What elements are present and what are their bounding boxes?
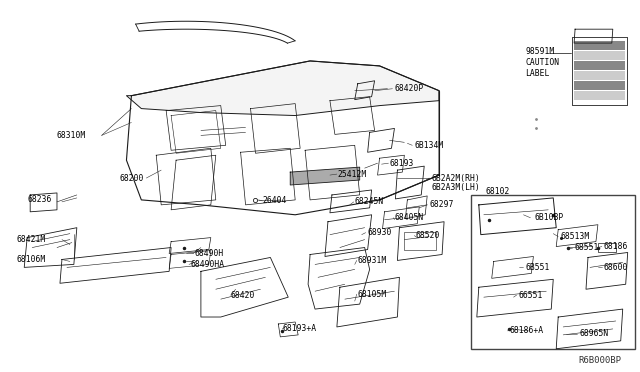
Text: CAUTION: CAUTION [525, 58, 559, 67]
Text: 26404: 26404 [262, 196, 287, 205]
Bar [574, 61, 625, 70]
Text: 6B2A2M(RH): 6B2A2M(RH) [431, 174, 480, 183]
Bar [574, 71, 625, 80]
Text: 68105M: 68105M [358, 290, 387, 299]
Text: 68193+A: 68193+A [282, 324, 316, 333]
Polygon shape [127, 61, 439, 116]
Text: 68297: 68297 [429, 201, 454, 209]
Text: 98591M: 98591M [525, 46, 555, 55]
Text: LABEL: LABEL [525, 69, 550, 78]
Text: 68490H: 68490H [195, 249, 224, 258]
Text: 6B10BP: 6B10BP [534, 213, 564, 222]
Text: 68931M: 68931M [358, 256, 387, 265]
Text: 66551: 66551 [518, 291, 543, 300]
Text: 68186: 68186 [604, 242, 628, 251]
Text: 68193: 68193 [390, 159, 414, 168]
Text: 68106M: 68106M [16, 255, 45, 264]
Text: 68420P: 68420P [394, 84, 424, 93]
Text: 68236: 68236 [28, 195, 52, 204]
Bar [574, 81, 625, 90]
Text: 68405N: 68405N [394, 213, 424, 222]
Text: 6B2A3M(LH): 6B2A3M(LH) [431, 183, 480, 192]
Text: 68421M: 68421M [16, 235, 45, 244]
Bar [574, 51, 625, 60]
Text: 68490HA: 68490HA [191, 260, 225, 269]
Text: 6B134M: 6B134M [414, 141, 444, 150]
Text: 6B551: 6B551 [525, 263, 550, 272]
Bar [404, 232, 436, 250]
Bar [574, 91, 625, 100]
Text: 68186+A: 68186+A [509, 326, 544, 336]
Bar [572, 37, 627, 105]
Text: 68200: 68200 [120, 174, 144, 183]
Text: R6B000BP: R6B000BP [578, 356, 621, 365]
Text: 68310M: 68310M [57, 131, 86, 140]
Text: 68245N: 68245N [355, 198, 384, 206]
Text: 25412M: 25412M [338, 170, 367, 179]
Text: 68600: 68600 [604, 263, 628, 272]
Bar [471, 195, 635, 349]
Bar [598, 243, 616, 253]
Polygon shape [290, 167, 360, 185]
Text: 68930: 68930 [367, 228, 392, 237]
Text: 68420: 68420 [230, 291, 255, 300]
Text: 68513M: 68513M [560, 232, 589, 241]
Text: 68551: 68551 [574, 243, 598, 252]
Text: 68102: 68102 [486, 187, 510, 196]
Text: 68965N: 68965N [579, 329, 608, 339]
Text: 68520: 68520 [415, 231, 440, 240]
Bar [574, 41, 625, 50]
Bar [572, 37, 627, 105]
